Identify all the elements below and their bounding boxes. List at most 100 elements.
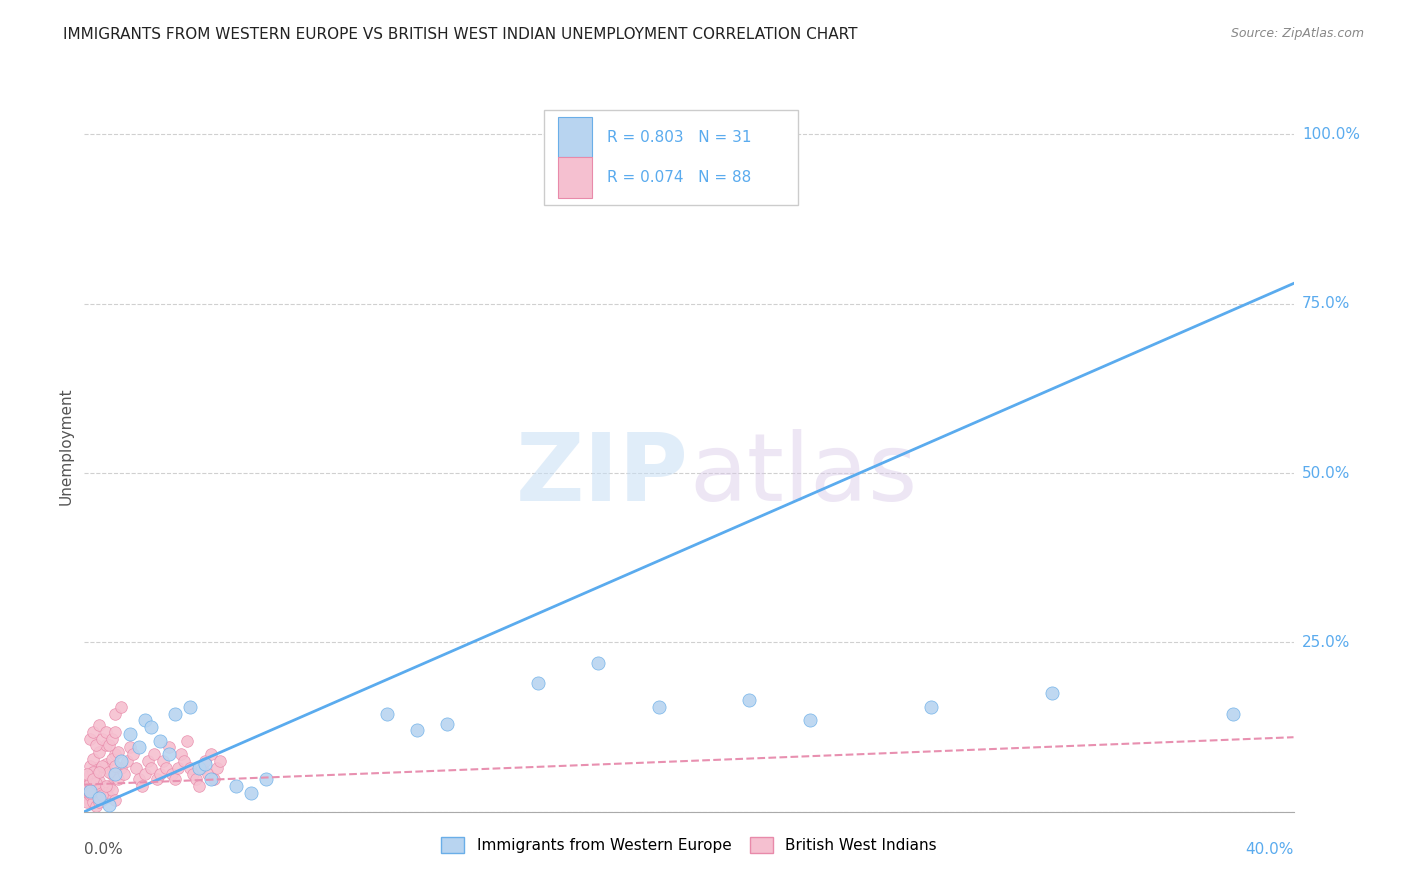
Point	[89, 795, 111, 809]
Point	[86, 761, 108, 775]
Bar	[558, 117, 592, 158]
Y-axis label: Unemployment: Unemployment	[58, 387, 73, 505]
Text: atlas: atlas	[689, 429, 917, 521]
Point	[97, 739, 120, 753]
Point	[149, 733, 172, 747]
Point	[79, 758, 101, 772]
Point	[89, 783, 111, 797]
Point	[94, 786, 117, 800]
Point	[86, 765, 108, 780]
Point	[197, 767, 219, 781]
Point	[191, 761, 214, 775]
Point	[139, 720, 162, 734]
Point	[179, 699, 201, 714]
Point	[152, 754, 174, 768]
Point	[188, 779, 211, 793]
Point	[86, 799, 108, 814]
Point	[125, 761, 148, 775]
Point	[91, 758, 114, 772]
Point	[118, 727, 141, 741]
Text: Source: ZipAtlas.com: Source: ZipAtlas.com	[1230, 27, 1364, 40]
Point	[1222, 706, 1244, 721]
Point	[107, 772, 129, 787]
Point	[188, 761, 211, 775]
Point	[79, 786, 101, 800]
Point	[165, 772, 187, 787]
Text: R = 0.803   N = 31: R = 0.803 N = 31	[607, 130, 751, 145]
Point	[110, 754, 132, 768]
Point	[89, 745, 111, 759]
Point	[79, 776, 101, 790]
Point	[89, 774, 111, 789]
Point	[94, 779, 117, 793]
Point	[170, 747, 193, 761]
Point	[97, 789, 120, 804]
Point	[648, 699, 671, 714]
Legend: Immigrants from Western Europe, British West Indians: Immigrants from Western Europe, British …	[436, 830, 942, 859]
Point	[738, 693, 761, 707]
Point	[194, 754, 217, 768]
Point	[94, 724, 117, 739]
Point	[160, 767, 183, 781]
Text: IMMIGRANTS FROM WESTERN EUROPE VS BRITISH WEST INDIAN UNEMPLOYMENT CORRELATION C: IMMIGRANTS FROM WESTERN EUROPE VS BRITIS…	[63, 27, 858, 42]
Point	[112, 767, 135, 781]
Point	[142, 747, 165, 761]
Point	[76, 767, 98, 781]
Point	[799, 714, 821, 728]
Point	[82, 780, 104, 795]
Point	[91, 792, 114, 806]
Point	[82, 765, 104, 780]
Point	[209, 754, 232, 768]
Point	[82, 724, 104, 739]
Point	[91, 788, 114, 802]
Point	[920, 699, 942, 714]
Point	[79, 795, 101, 809]
Point	[91, 780, 114, 795]
Text: 50.0%: 50.0%	[1302, 466, 1350, 481]
Point	[110, 761, 132, 775]
Point	[104, 747, 127, 761]
Point	[86, 739, 108, 753]
Point	[202, 772, 225, 787]
Point	[82, 795, 104, 809]
Point	[89, 791, 111, 805]
Point	[86, 776, 108, 790]
Point	[527, 676, 550, 690]
Point	[104, 758, 127, 772]
Point	[131, 779, 153, 793]
Point	[134, 714, 156, 728]
Point	[91, 731, 114, 746]
Point	[254, 772, 277, 787]
Text: 0.0%: 0.0%	[84, 842, 124, 857]
Point	[134, 767, 156, 781]
Point	[97, 797, 120, 812]
Point	[155, 761, 177, 775]
Point	[89, 765, 111, 780]
Point	[104, 706, 127, 721]
Point	[100, 752, 122, 766]
Point	[200, 772, 222, 787]
Point	[94, 739, 117, 753]
Point	[76, 788, 98, 802]
Point	[436, 716, 458, 731]
Point	[186, 772, 208, 787]
Point	[79, 784, 101, 798]
Point	[149, 767, 172, 781]
Point	[97, 779, 120, 793]
Point	[104, 792, 127, 806]
Point	[76, 778, 98, 792]
Point	[82, 772, 104, 787]
Point	[1040, 686, 1063, 700]
Point	[139, 761, 162, 775]
Point	[82, 788, 104, 802]
Point	[165, 706, 187, 721]
Point	[157, 740, 180, 755]
Point	[97, 765, 120, 780]
Point	[167, 761, 190, 775]
Bar	[558, 158, 592, 198]
Point	[588, 656, 610, 670]
Point	[107, 745, 129, 759]
Point	[104, 767, 127, 781]
Point	[89, 718, 111, 732]
Point	[157, 747, 180, 761]
